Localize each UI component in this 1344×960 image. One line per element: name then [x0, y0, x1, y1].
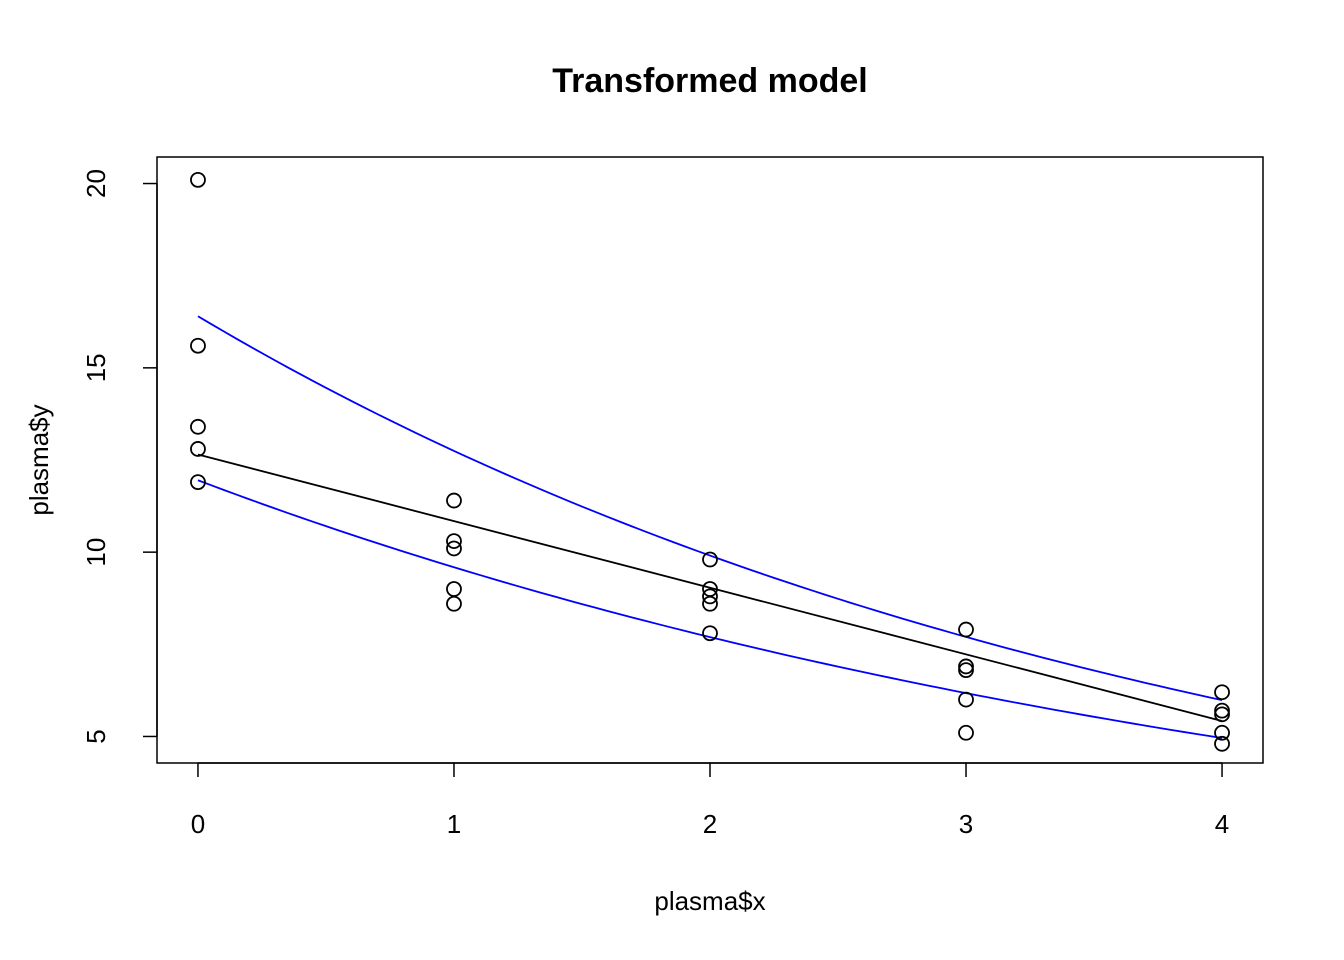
- upper-band-line: [197, 315, 1223, 702]
- x-tick-label: 2: [703, 809, 717, 839]
- data-point: [702, 588, 718, 605]
- y-tick-label: 10: [81, 538, 111, 567]
- data-point: [1214, 702, 1230, 719]
- data-point: [446, 581, 462, 597]
- data-point: [1214, 735, 1230, 752]
- data-point: [958, 724, 974, 741]
- data-point: [958, 662, 974, 679]
- x-axis: 0 1 2 3 4: [191, 762, 1229, 839]
- y-axis-label: plasma$y: [24, 404, 54, 515]
- data-point: [702, 625, 718, 642]
- x-tick-label: 0: [191, 809, 205, 839]
- data-point: [702, 595, 718, 612]
- data-point: [190, 418, 206, 435]
- data-point: [446, 533, 462, 549]
- y-tick-label: 15: [81, 353, 111, 382]
- data-point: [958, 691, 974, 708]
- data-point: [446, 492, 462, 509]
- data-point: [1214, 706, 1230, 723]
- chart-title: Transformed model: [552, 62, 868, 100]
- series-layer: [190, 171, 1230, 752]
- x-tick-label: 3: [959, 809, 973, 839]
- data-point: [190, 441, 206, 457]
- data-point: [1214, 724, 1230, 741]
- y-axis: 5 10 15 20: [81, 169, 158, 744]
- data-point: [958, 658, 974, 675]
- y-tick-label: 5: [81, 729, 111, 743]
- data-point: [702, 551, 718, 568]
- data-point: [446, 595, 462, 612]
- data-point: [958, 621, 974, 638]
- x-axis-label: plasma$x: [654, 886, 765, 916]
- data-point: [190, 171, 206, 188]
- data-point: [190, 337, 206, 354]
- data-point: [446, 540, 462, 557]
- x-tick-label: 1: [447, 809, 461, 839]
- data-point: [1214, 684, 1230, 701]
- data-point: [190, 474, 206, 491]
- lower-band-line: [197, 479, 1223, 739]
- y-tick-label: 20: [81, 169, 111, 198]
- fitted-line: [197, 453, 1223, 722]
- x-tick-label: 4: [1215, 809, 1229, 839]
